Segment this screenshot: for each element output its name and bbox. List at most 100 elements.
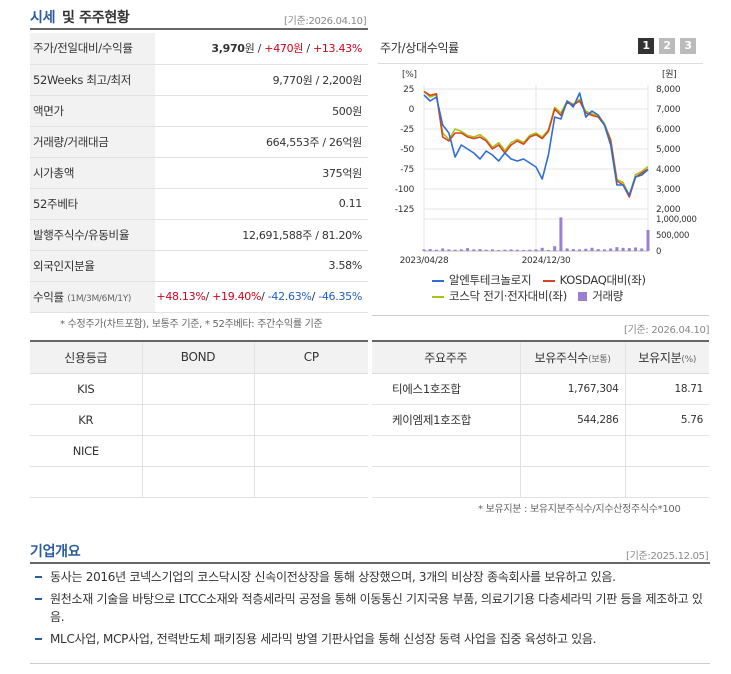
volume-bar bbox=[528, 249, 532, 251]
return-3m: +19.40% bbox=[212, 290, 262, 303]
volume-bar bbox=[509, 249, 513, 251]
volume-bar bbox=[615, 247, 619, 251]
price-info-table: 주가/전일대비/수익률 3,970원 / +470원 / +13.43% 52W… bbox=[30, 33, 368, 313]
return-sep: / bbox=[261, 290, 265, 303]
right-tick-label: 8,000 bbox=[656, 85, 681, 95]
credit-agency: KR bbox=[30, 404, 142, 436]
row-label: 액면가 bbox=[30, 95, 155, 127]
legend-row-2: 코스닥 전기·전자대비(좌) 거래량 bbox=[432, 288, 623, 304]
holder-shares bbox=[519, 435, 625, 467]
info-note: * 수정주가(차트포함), 보통주 기준, * 52주베타: 주간수익률 기준 bbox=[60, 319, 323, 330]
price-unit: 원 / bbox=[244, 42, 265, 56]
table-row: 케이엠제1호조합 544,286 5.76 bbox=[372, 404, 709, 436]
col-header: 보유주식수(보통) bbox=[519, 340, 625, 374]
holder-name: 티에스1호조합 bbox=[372, 373, 520, 405]
price-date: [기준:2026.04.10] bbox=[284, 16, 367, 27]
stock-price-line bbox=[423, 92, 649, 196]
holder-name bbox=[372, 466, 520, 498]
table-header: 주요주주 보유주식수(보통) 보유지분(%) bbox=[372, 340, 709, 374]
price-chart: [%] [원] 25 0 -25 -50 -75 -100 -125 8,000 7,000 6,00… bbox=[395, 69, 697, 266]
return-6m: -42.63% bbox=[267, 290, 312, 303]
volume-bar bbox=[640, 248, 644, 251]
chart-tab-2[interactable]: 2 bbox=[659, 38, 675, 54]
credit-agency: NICE bbox=[30, 435, 142, 467]
section-header: 시세 및 주주현황 bbox=[30, 6, 370, 28]
left-tick-label: -50 bbox=[400, 145, 414, 155]
cp-cell bbox=[253, 373, 368, 405]
legend-sector-swatch bbox=[432, 295, 444, 298]
volume-bar bbox=[559, 217, 563, 251]
right-tick-label: 4,000 bbox=[656, 165, 681, 175]
volume-bar bbox=[522, 250, 526, 252]
row-label: 발행주식수/유동비율 bbox=[30, 219, 155, 251]
return-period: (1M/3M/6M/1Y) bbox=[67, 293, 132, 304]
legend-stock-label: 알엔투테크놀로지 bbox=[449, 273, 532, 287]
list-item: 원천소재 기술을 바탕으로 LTCC소재와 적층세라믹 공정을 통해 이동통신 … bbox=[30, 590, 710, 626]
holder-name: 케이엠제1호조합 bbox=[372, 404, 520, 436]
cp-cell bbox=[253, 466, 368, 498]
table-row: 티에스1호조합 1,767,304 18.71 bbox=[372, 373, 709, 405]
right-tick-label: 6,000 bbox=[656, 125, 681, 135]
holder-pct: 18.71 bbox=[624, 373, 709, 405]
table-row: NICE bbox=[30, 435, 368, 467]
return-sep: / bbox=[311, 290, 316, 303]
holder-shares: 544,286 bbox=[519, 404, 625, 436]
row-value: 12,691,588주 / 81.20% bbox=[155, 219, 368, 251]
divider bbox=[30, 562, 710, 564]
row-value: 0.11 bbox=[155, 188, 368, 220]
row-label: 거래량/거래대금 bbox=[30, 126, 155, 158]
return-values: +48.13%/ +19.40%/ -42.63%/ -46.35% bbox=[155, 281, 368, 313]
volume-bar bbox=[515, 249, 519, 251]
holder-pct bbox=[624, 466, 709, 498]
chart-title: 주가/상대수익률 bbox=[380, 41, 459, 55]
legend-volume-label: 거래량 bbox=[592, 289, 624, 303]
credit-agency bbox=[30, 466, 142, 498]
chart-tab-3[interactable]: 3 bbox=[680, 38, 696, 54]
right-tick-label: 7,000 bbox=[656, 105, 681, 115]
legend-kosdaq-swatch bbox=[542, 279, 555, 282]
holders-table: 주요주주 보유주식수(보통) 보유지분(%) 티에스1호조합 1,767,304 1… bbox=[372, 340, 709, 498]
legend-volume: 거래량 bbox=[578, 289, 623, 303]
credit-agency: KIS bbox=[30, 373, 142, 405]
chart-tab-1[interactable]: 1 bbox=[638, 38, 654, 54]
return-1m: +48.13% bbox=[156, 290, 206, 303]
volume-bar bbox=[540, 247, 544, 251]
col-header: BOND bbox=[141, 340, 254, 374]
overview-date: [기준:2025.12.05] bbox=[626, 551, 709, 562]
table-row: 52Weeks 최고/최저 9,770원 / 2,200원 bbox=[30, 64, 368, 96]
overview-list: 동사는 2016년 코넥스기업의 코스닥시장 신속이전상장을 통해 상장했으며,… bbox=[30, 568, 710, 652]
volume-bar bbox=[590, 247, 594, 251]
price-value: 3,970원 / +470원 / +13.43% bbox=[155, 33, 368, 65]
volume-bar bbox=[602, 249, 606, 251]
legend-volume-swatch bbox=[578, 292, 588, 301]
col-header: 주요주주 bbox=[372, 340, 520, 374]
legend-sector-label: 코스닥 전기·전자대비(좌) bbox=[449, 289, 567, 303]
x-tick-label: 2023/04/28 bbox=[400, 256, 449, 266]
volume-bar bbox=[447, 249, 451, 251]
divider bbox=[30, 663, 710, 664]
col-header: 신용등급 bbox=[30, 340, 142, 374]
volume-bar bbox=[484, 249, 488, 251]
price-rate: +13.43% bbox=[312, 42, 362, 56]
volume-bar bbox=[490, 249, 494, 251]
divider bbox=[30, 28, 368, 30]
volume-bar bbox=[534, 249, 538, 251]
price-current: 3,970 bbox=[211, 42, 245, 56]
legend-stock-swatch bbox=[432, 279, 444, 282]
holder-pct: 5.76 bbox=[624, 404, 709, 436]
volume-bar bbox=[478, 249, 482, 251]
row-label: 수익률 (1M/3M/6M/1Y) bbox=[30, 281, 155, 313]
right-axis-unit: [원] bbox=[662, 69, 676, 80]
table-row bbox=[372, 435, 709, 467]
left-tick-label: -125 bbox=[395, 205, 414, 215]
holder-name bbox=[372, 435, 520, 467]
volume-bar bbox=[503, 249, 507, 251]
table-row bbox=[372, 466, 709, 498]
table-row: KIS bbox=[30, 373, 368, 405]
left-tick-label: -25 bbox=[400, 125, 414, 135]
row-value: 664,553주 / 26억원 bbox=[155, 126, 368, 158]
list-item: 동사는 2016년 코넥스기업의 코스닥시장 신속이전상장을 통해 상장했으며,… bbox=[30, 568, 710, 586]
cp-cell bbox=[253, 435, 368, 467]
bond-cell bbox=[141, 373, 254, 405]
